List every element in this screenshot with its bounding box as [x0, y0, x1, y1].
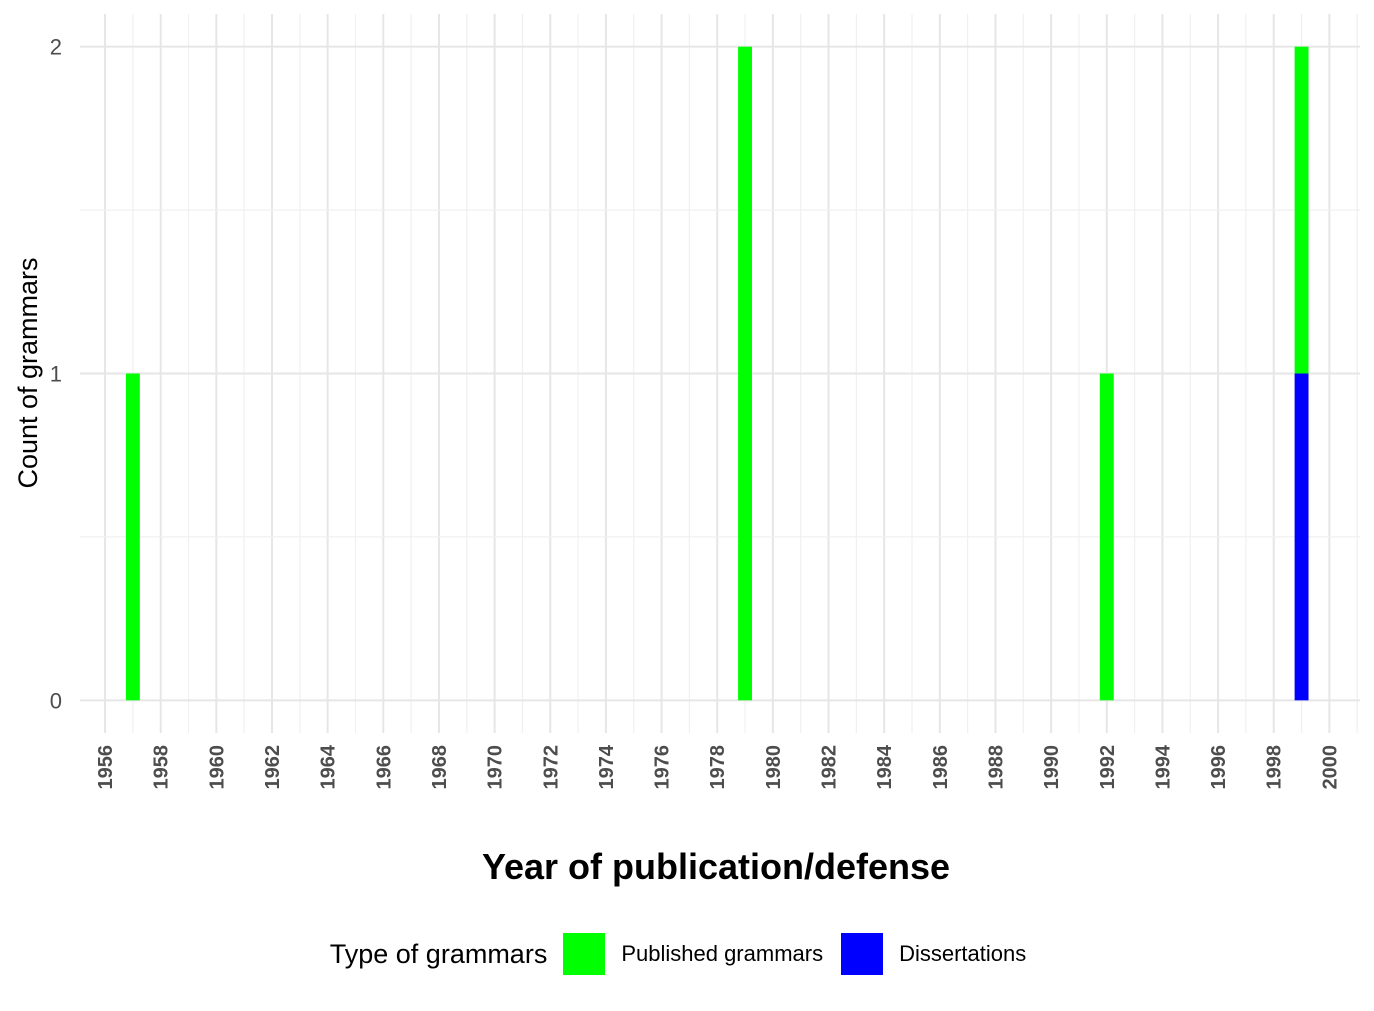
- x-tick-label: 1976: [652, 745, 674, 790]
- x-tick-label: 2000: [1319, 745, 1341, 790]
- x-tick-label: 1964: [318, 744, 340, 789]
- x-tick-label: 1994: [1152, 744, 1174, 789]
- x-tick-label: 1992: [1097, 745, 1119, 790]
- y-tick-label: 1: [50, 362, 62, 387]
- y-axis-title: Count of grammars: [13, 257, 43, 488]
- legend-item-published: Published grammars: [563, 933, 823, 975]
- grid-layer: [80, 14, 1360, 733]
- x-tick-label: 1998: [1264, 745, 1286, 790]
- legend-swatch-published: [563, 933, 606, 975]
- bar-published-grammars-1992: [1099, 373, 1114, 701]
- x-axis-title: Year of publication/defense: [482, 846, 950, 887]
- x-tick-label: 1978: [707, 745, 729, 790]
- x-tick-label: 1974: [596, 744, 618, 789]
- bar-published-grammars-1979: [738, 46, 752, 701]
- x-tick-label: 1984: [874, 744, 896, 789]
- bar-published-grammars-1999: [1294, 46, 1309, 374]
- legend: Type of grammars Published grammars Diss…: [0, 930, 1374, 978]
- y-tick-label: 2: [50, 35, 62, 60]
- legend-item-dissertations: Dissertations: [841, 933, 1026, 975]
- x-tick-label: 1972: [540, 745, 562, 790]
- x-tick-labels: 1956 1958 1960 1962 1964 1966 1968 1970 1972 1974…: [95, 744, 1341, 789]
- x-tick-label: 1980: [763, 745, 785, 790]
- bar-dissertations-1999: [1294, 373, 1309, 701]
- x-tick-label: 1996: [1208, 745, 1230, 790]
- x-tick-label: 1988: [985, 745, 1007, 790]
- x-tick-label: 1968: [429, 745, 451, 790]
- bar-layer: [125, 46, 1309, 701]
- x-tick-label: 1982: [819, 745, 841, 790]
- x-tick-label: 1962: [262, 745, 284, 790]
- x-tick-label: 1986: [930, 745, 952, 790]
- x-tick-label: 1958: [151, 745, 173, 790]
- legend-swatch-dissertations: [841, 933, 884, 975]
- x-tick-label: 1966: [373, 745, 395, 790]
- legend-title: Type of grammars: [329, 938, 548, 969]
- legend-label-published: Published grammars: [621, 941, 824, 966]
- x-tick-label: 1990: [1041, 745, 1063, 790]
- bar-published-grammars-1957: [125, 373, 140, 701]
- x-tick-label: 1960: [206, 745, 228, 790]
- x-tick-label: 1970: [485, 745, 507, 790]
- legend-label-dissertations: Dissertations: [899, 941, 1027, 966]
- y-tick-label: 0: [50, 688, 62, 713]
- y-tick-labels: 0 1 2: [50, 35, 62, 714]
- x-tick-label: 1956: [95, 745, 117, 790]
